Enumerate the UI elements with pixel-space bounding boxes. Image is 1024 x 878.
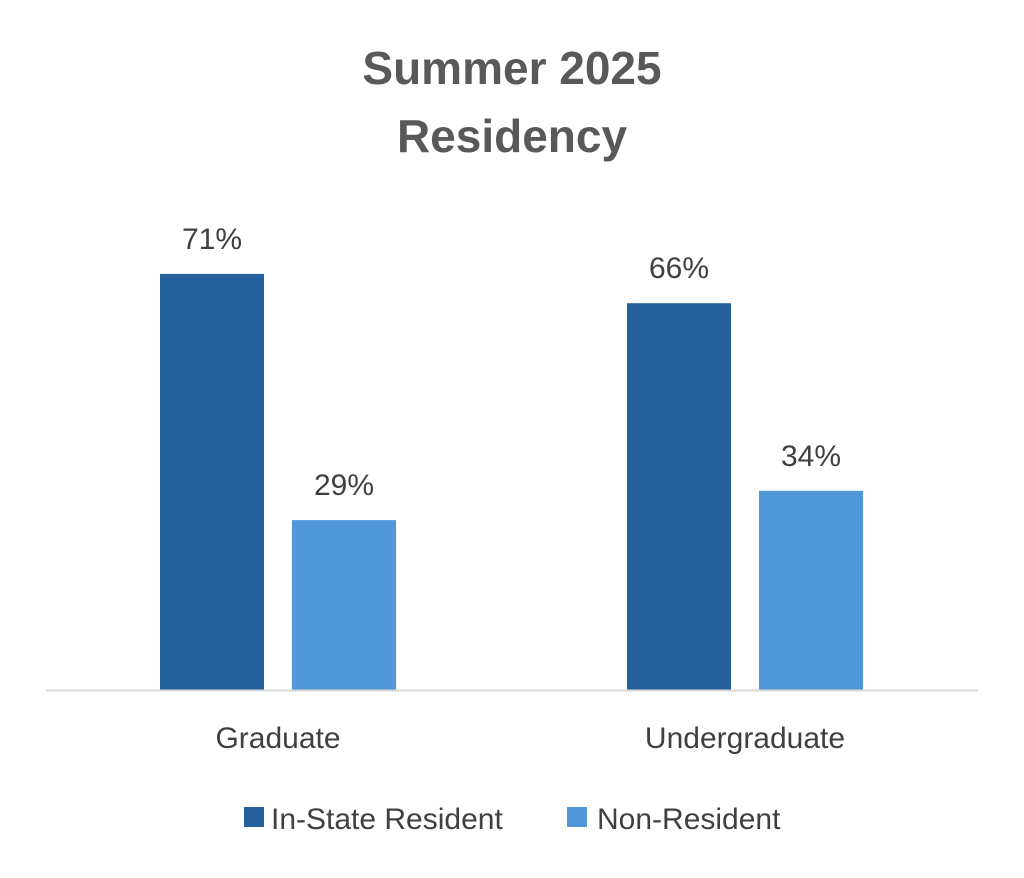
category-label-graduate: Graduate [215, 722, 340, 755]
bar-in-state-resident-undergraduate [627, 303, 731, 690]
legend-label-in-state-resident: In-State Resident [271, 803, 503, 836]
legend-swatch-in-state-resident [244, 807, 264, 827]
legend: In-State Resident Non-Resident [244, 803, 781, 836]
category-labels: Graduate Undergraduate [215, 722, 845, 755]
category-label-undergraduate: Undergraduate [645, 722, 845, 755]
chart-title-line-2: Residency [397, 110, 628, 162]
data-label-in-state-resident-undergraduate: 66% [649, 252, 709, 285]
bars [160, 273, 863, 690]
data-label-in-state-resident-graduate: 71% [182, 223, 242, 256]
legend-swatch-non-resident [567, 807, 587, 827]
data-labels: 71% 29% 66% 34% [182, 223, 841, 502]
chart-title-line-1: Summer 2025 [362, 42, 661, 94]
data-label-non-resident-undergraduate: 34% [781, 440, 841, 473]
bar-non-resident-graduate [292, 520, 396, 690]
bar-non-resident-undergraduate [759, 490, 863, 690]
bar-in-state-resident-graduate [160, 273, 264, 690]
legend-label-non-resident: Non-Resident [597, 803, 781, 836]
data-label-non-resident-graduate: 29% [314, 469, 374, 502]
